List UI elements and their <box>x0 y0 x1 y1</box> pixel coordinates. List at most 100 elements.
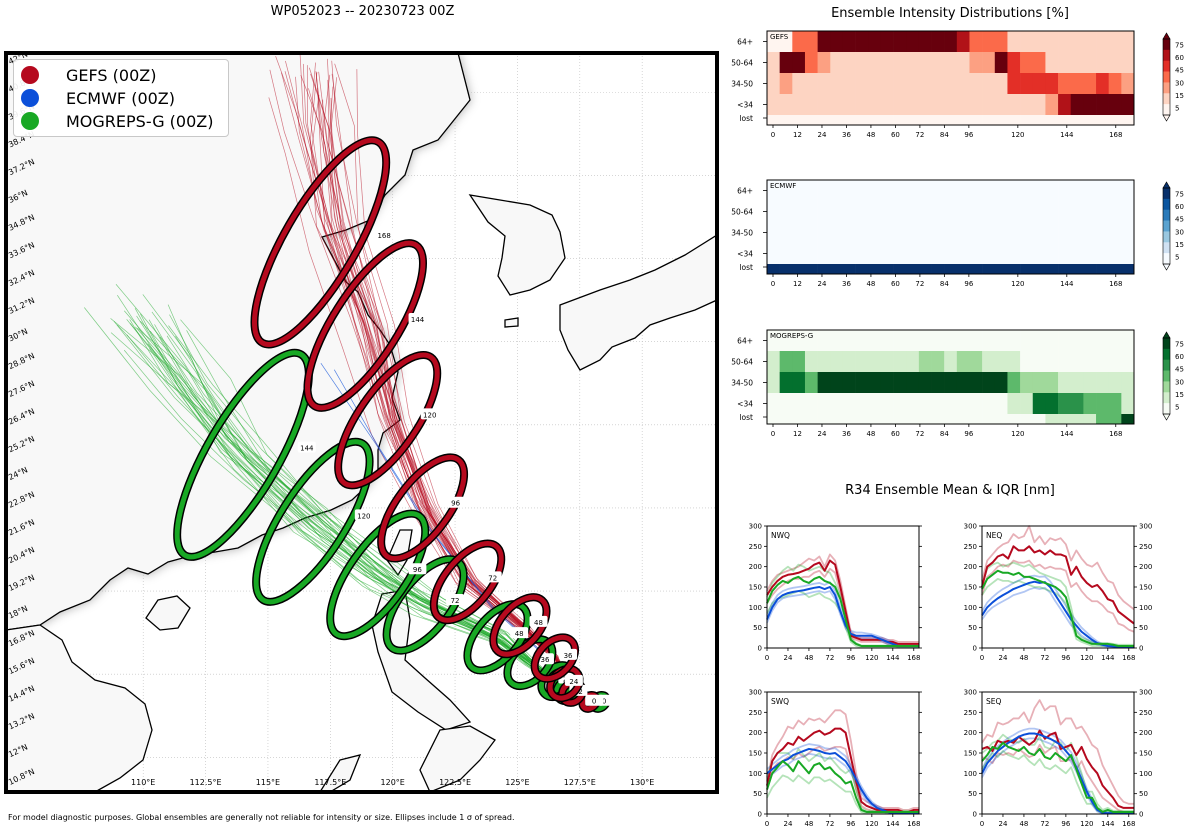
heatmap-cell <box>842 330 856 351</box>
heatmap-cell <box>1058 115 1072 125</box>
ellipse-hour-label: 168 <box>377 232 390 240</box>
heatmap-cell <box>767 243 780 264</box>
heatmap-cell <box>1121 393 1135 414</box>
r34-y-tick: 150 <box>749 750 762 758</box>
legend-label-mogreps: MOGREPS-G (00Z) <box>66 111 214 131</box>
heatmap-cell <box>1121 330 1135 351</box>
heatmap-cell <box>1045 351 1059 372</box>
heatmap-cell <box>893 351 907 372</box>
heatmap-cell <box>982 31 996 52</box>
heatmap-cell <box>906 73 920 94</box>
heatmap-cell <box>969 243 983 264</box>
r34-gefs-iqr-line <box>766 709 919 811</box>
heatmap-cell <box>804 330 818 351</box>
heatmap-cell <box>994 73 1008 94</box>
heatmap-cell <box>994 180 1008 201</box>
heatmap-cell <box>880 330 894 351</box>
heatmap-cell <box>918 222 932 243</box>
colorbar-tick: 15 <box>1175 391 1184 399</box>
heatmap-x-tick: 24 <box>818 280 827 288</box>
heatmap-cell <box>792 264 806 274</box>
heatmap-cell <box>842 393 856 414</box>
heatmap-cell <box>982 180 996 201</box>
heatmap-cell <box>830 264 844 274</box>
r34-x-tick: 96 <box>846 654 855 662</box>
heatmap-cell <box>1121 94 1135 115</box>
heatmap-cell <box>931 372 945 393</box>
heatmap-cell <box>817 243 831 264</box>
r34-x-tick: 144 <box>886 654 900 662</box>
heatmap-cell <box>1096 222 1109 243</box>
heatmap-cell <box>804 31 818 52</box>
r34-y-tick-left: 150 <box>964 584 977 592</box>
heatmap-cell <box>1083 372 1097 393</box>
r34-x-tick: 24 <box>784 654 793 662</box>
intensity-heatmap-mogreps-g: MOGREPS-G 64+ 50-64 34-50 <34 lost 0 12 24 36 48 60… <box>731 329 1184 438</box>
heatmap-cell <box>1058 94 1072 115</box>
heatmap-cell <box>1020 115 1034 125</box>
heatmap-cell <box>1121 115 1135 125</box>
heatmap-cell <box>1070 180 1084 201</box>
heatmap-cell <box>1096 73 1109 94</box>
heatmap-cell <box>779 52 793 73</box>
heatmap-cell <box>804 264 818 274</box>
heatmap-cell <box>906 115 920 125</box>
heatmap-cell <box>842 243 856 264</box>
colorbar-tick: 60 <box>1175 353 1184 361</box>
r34-x-tick: 168 <box>907 654 920 662</box>
heatmap-cell <box>1108 393 1122 414</box>
forecast-ellipse: 36 <box>530 633 580 683</box>
heatmap-x-tick: 144 <box>1060 131 1074 139</box>
r34-x-tick: 168 <box>1122 654 1135 662</box>
heatmap-model-label: GEFS <box>770 33 789 41</box>
heatmap-cell <box>1108 264 1122 274</box>
heatmap-cell <box>792 115 806 125</box>
heatmap-row-label: 50-64 <box>731 59 753 68</box>
ellipse-hour-label: 0 <box>602 698 606 706</box>
heatmap-cell <box>817 180 831 201</box>
heatmap-cell <box>944 31 958 52</box>
heatmap-cell <box>767 201 780 222</box>
heatmap-cell <box>842 180 856 201</box>
heatmap-cell <box>1083 73 1097 94</box>
heatmap-cell <box>880 52 894 73</box>
forecast-ellipse: 96 <box>377 453 469 563</box>
heatmap-x-tick: 96 <box>964 131 973 139</box>
heatmap-cell <box>868 351 882 372</box>
heatmap-cell <box>1020 222 1034 243</box>
heatmap-cell <box>1032 52 1046 73</box>
heatmap-cell <box>880 201 894 222</box>
land-hainan <box>145 595 191 631</box>
r34-y-tick: 250 <box>1139 543 1152 551</box>
heatmap-cell <box>1020 243 1034 264</box>
heatmap-cell <box>956 243 970 264</box>
heatmap-cell <box>1070 52 1084 73</box>
r34-x-tick: 96 <box>846 820 855 828</box>
heatmap-cell <box>994 201 1008 222</box>
heatmap-cell <box>767 351 780 372</box>
r34-ecmwf-mean-line <box>981 580 1134 648</box>
heatmap-cell <box>918 330 932 351</box>
heatmap-cell <box>1058 201 1072 222</box>
heatmap-cell <box>931 414 945 424</box>
heatmap-cell <box>855 330 869 351</box>
heatmap-cell <box>956 31 970 52</box>
heatmap-cell <box>906 31 920 52</box>
heatmap-cell <box>1020 94 1034 115</box>
heatmap-cell <box>1032 264 1046 274</box>
heatmap-cell <box>956 94 970 115</box>
lon-tick-label: 122.5°E <box>439 778 471 787</box>
heatmap-cell <box>855 52 869 73</box>
heatmap-cell <box>767 414 780 424</box>
heatmap-cell <box>982 393 996 414</box>
ellipse-hour-label: 72 <box>451 597 460 605</box>
heatmap-cell <box>893 115 907 125</box>
heatmap-cell <box>1007 73 1021 94</box>
r34-gefs-iqr-line <box>981 559 1135 633</box>
heatmap-cell <box>1058 351 1072 372</box>
heatmap-cell <box>918 31 932 52</box>
r34-gefs-mean-line <box>766 559 919 645</box>
r34-y-tick: 0 <box>758 645 762 653</box>
heatmap-cell <box>1007 52 1021 73</box>
heatmap-cell <box>944 372 958 393</box>
